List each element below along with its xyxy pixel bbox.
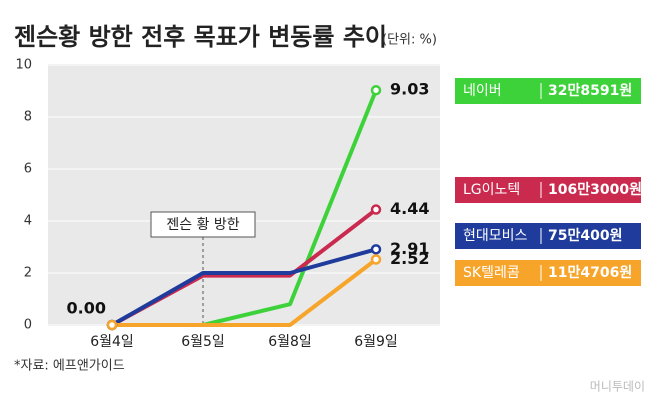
x-tick-label: 6월4일 xyxy=(90,334,134,350)
value-label: 4.44 xyxy=(390,199,429,218)
y-tick-label: 4 xyxy=(24,214,32,229)
legend-price: 106만3000원 xyxy=(548,182,642,198)
chart-title: 젠슨황 방한 전후 목표가 변동률 추이 xyxy=(14,23,387,51)
plot-background xyxy=(48,64,440,326)
legend-name: SK텔레콤 xyxy=(463,265,520,281)
x-tick-label: 6월8일 xyxy=(268,334,312,350)
point-marker xyxy=(370,244,382,255)
source: *자료: 에프앤가이드 xyxy=(14,359,125,374)
annotation-box xyxy=(150,211,256,238)
legend-name: 네이버 xyxy=(463,83,502,99)
legend-box xyxy=(455,177,641,203)
legend-box xyxy=(455,78,641,104)
legend-name: LG이노텍 xyxy=(463,182,520,198)
y-tick-label: 2 xyxy=(24,266,32,281)
value-label: 2.91 xyxy=(390,239,429,258)
series-line xyxy=(111,247,377,327)
chart-subtitle: (단위: %) xyxy=(382,33,437,48)
y-tick-label: 6 xyxy=(24,162,32,177)
y-tick-label: 8 xyxy=(24,110,32,125)
point-marker xyxy=(370,254,382,265)
annotation: 젠슨 황 방한 xyxy=(166,217,239,233)
value-label: 2.52 xyxy=(390,249,429,268)
y-tick-label: 0 xyxy=(24,318,32,333)
point-marker xyxy=(106,319,118,331)
x-tick-label: 6월5일 xyxy=(181,334,225,350)
legend-price: 75만400원 xyxy=(548,228,622,244)
legend-price: 32만8591원 xyxy=(548,83,632,99)
watermark: 머니투데이 xyxy=(590,380,645,394)
y-tick-label: 10 xyxy=(15,58,32,73)
legend-name: 현대모비스 xyxy=(463,228,528,244)
legend-box xyxy=(455,223,641,249)
legend-box xyxy=(455,260,641,286)
point-marker xyxy=(370,84,382,96)
legend-price: 11만4706원 xyxy=(548,265,632,281)
series-line xyxy=(112,257,378,327)
value-label: 0.00 xyxy=(67,299,106,318)
point-marker xyxy=(370,204,382,215)
value-label: 9.03 xyxy=(390,80,429,99)
x-tick-label: 6월9일 xyxy=(354,334,398,350)
